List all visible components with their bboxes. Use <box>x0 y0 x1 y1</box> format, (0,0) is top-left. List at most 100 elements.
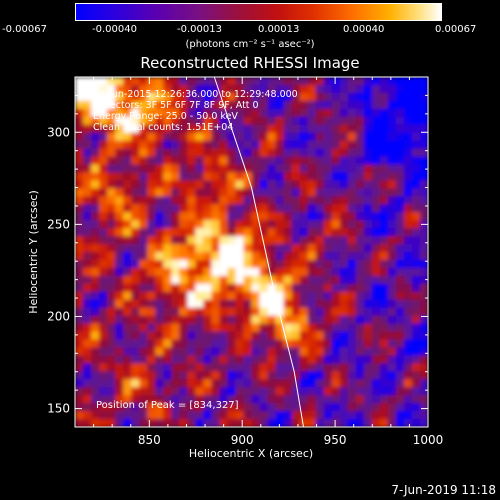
heatmap-cell <box>203 108 212 118</box>
heatmap-cell <box>363 395 373 404</box>
heatmap-cell <box>203 307 212 317</box>
heatmap-cell <box>147 148 156 158</box>
heatmap-cell <box>91 411 100 420</box>
heatmap-cell <box>139 164 148 174</box>
heatmap-cell <box>371 291 381 301</box>
heatmap-cell <box>283 355 293 364</box>
solar-limb-line <box>213 77 304 427</box>
heatmap-cell <box>131 291 140 301</box>
heatmap-cell <box>411 164 421 174</box>
heatmap-cell <box>163 180 172 189</box>
heatmap-cell <box>395 363 405 372</box>
heatmap-cell <box>411 259 421 269</box>
heatmap-cell <box>115 395 124 404</box>
heatmap-cell <box>419 132 428 142</box>
heatmap-cell <box>83 411 92 420</box>
heatmap-cell <box>395 387 405 396</box>
heatmap-cell <box>115 355 124 364</box>
heatmap-cell <box>275 355 285 364</box>
heatmap-cell <box>395 148 405 158</box>
heatmap-cell <box>211 387 221 396</box>
heatmap-cell <box>355 77 365 86</box>
heatmap-cell <box>371 283 381 293</box>
heatmap-cell <box>203 315 212 325</box>
heatmap-cell <box>355 379 365 388</box>
heatmap-cell <box>251 148 261 158</box>
heatmap-cell <box>387 244 397 253</box>
heatmap-cell <box>227 307 237 317</box>
heatmap-cell <box>187 77 196 86</box>
heatmap-cell <box>251 307 261 317</box>
heatmap-cell <box>299 387 309 396</box>
heatmap-cell <box>115 180 124 189</box>
heatmap-cell <box>395 228 405 237</box>
heatmap-cell <box>267 267 277 277</box>
heatmap-cell <box>355 108 365 118</box>
y-axis-label: Heliocentric Y (arcsec) <box>27 190 40 314</box>
heatmap-cell <box>195 188 204 197</box>
heatmap-cell <box>395 140 405 150</box>
heatmap-cell <box>363 204 373 213</box>
heatmap-cell <box>267 403 277 412</box>
heatmap-cell <box>227 259 237 269</box>
heatmap-cell <box>299 403 309 412</box>
heatmap-cell <box>115 307 124 317</box>
heatmap-cell <box>139 188 148 197</box>
heatmap-cell <box>147 164 156 174</box>
heatmap-cell <box>347 419 357 427</box>
heatmap-cell <box>235 299 245 309</box>
heatmap-cell <box>307 299 317 309</box>
heatmap-cell <box>379 275 389 285</box>
heatmap-cell <box>403 196 413 205</box>
heatmap-cell <box>115 379 124 388</box>
heatmap-cell <box>147 156 156 166</box>
heatmap-cell <box>379 339 389 349</box>
heatmap-cell <box>331 323 341 333</box>
heatmap-cell <box>251 315 261 325</box>
heatmap-cell <box>83 259 92 269</box>
heatmap-cell <box>187 315 196 325</box>
heatmap-cell <box>363 100 373 110</box>
heatmap-cell <box>131 164 140 174</box>
heatmap-cell <box>283 172 293 181</box>
heatmap-cell <box>331 419 341 427</box>
heatmap-cell <box>91 236 100 245</box>
heatmap-cell <box>387 291 397 301</box>
heatmap-cell <box>347 92 357 102</box>
heatmap-cell <box>211 116 221 126</box>
heatmap-cell <box>283 331 293 341</box>
heatmap-cell <box>91 363 100 372</box>
heatmap-cell <box>91 259 100 269</box>
heatmap-cell <box>315 323 325 333</box>
annotation-line: 13-Jun-2015 12:26:36.000 to 12:29:48.000 <box>93 89 298 100</box>
heatmap-cell <box>131 244 140 253</box>
heatmap-cell <box>275 100 285 110</box>
heatmap-cell <box>123 212 132 221</box>
heatmap-cell <box>259 347 269 356</box>
heatmap-cell <box>259 395 269 404</box>
heatmap-cell <box>179 132 188 142</box>
heatmap-cell <box>267 283 277 293</box>
heatmap-cell <box>371 164 381 174</box>
heatmap-cell <box>355 347 365 356</box>
heatmap-cell <box>83 92 92 102</box>
heatmap-cell <box>339 220 349 229</box>
heatmap-cell <box>107 77 116 86</box>
heatmap-cell <box>163 371 172 380</box>
heatmap-cell <box>243 124 253 134</box>
heatmap-cell <box>219 108 229 118</box>
heatmap-cell <box>371 100 381 110</box>
heatmap-cell <box>395 252 405 261</box>
heatmap-cell <box>147 355 156 364</box>
heatmap-cell <box>331 196 341 205</box>
heatmap-cell <box>195 291 204 301</box>
heatmap-cell <box>203 196 212 205</box>
heatmap-cell <box>203 387 212 396</box>
heatmap-cell <box>211 323 221 333</box>
heatmap-cell <box>115 419 124 427</box>
heatmap-cell <box>83 140 92 150</box>
heatmap-cell <box>227 228 237 237</box>
heatmap-cell <box>355 236 365 245</box>
heatmap-cell <box>139 108 148 118</box>
heatmap-cell <box>155 379 164 388</box>
